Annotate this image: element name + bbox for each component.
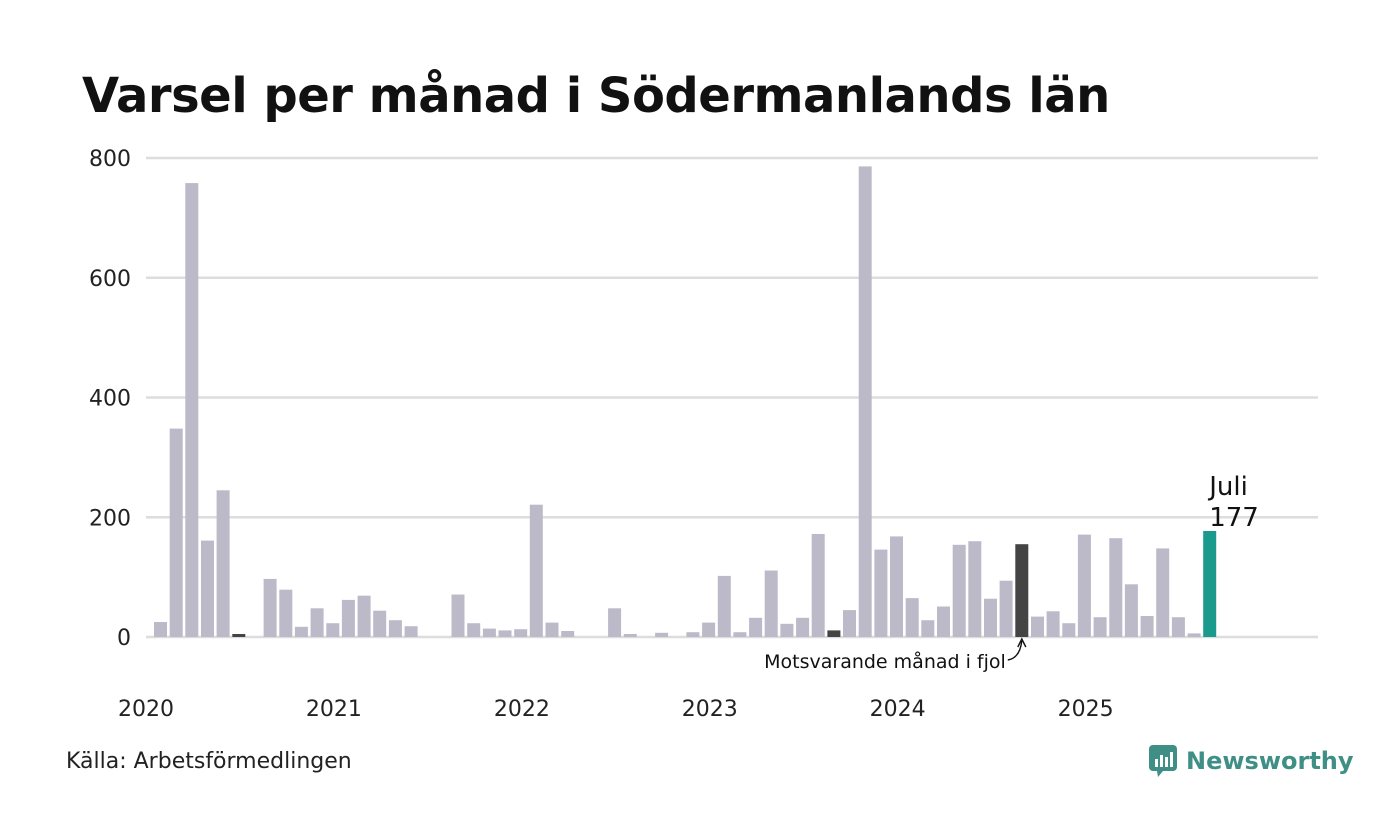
bar bbox=[937, 606, 950, 637]
bar-same-month bbox=[1015, 544, 1029, 637]
x-year-label-2022: 2022 bbox=[494, 697, 550, 722]
y-tick-label-200: 200 bbox=[89, 506, 131, 531]
bar bbox=[749, 617, 763, 637]
bar bbox=[154, 622, 167, 637]
annotation-arrow bbox=[1007, 640, 1023, 661]
bar bbox=[216, 490, 230, 637]
x-year-label-2021: 2021 bbox=[306, 697, 362, 722]
bar bbox=[1046, 611, 1060, 637]
bar bbox=[1171, 617, 1185, 637]
bar bbox=[952, 544, 966, 637]
bar bbox=[482, 628, 496, 637]
bar-latest bbox=[1203, 531, 1217, 637]
bar bbox=[1156, 548, 1170, 637]
bar bbox=[341, 599, 355, 637]
bar bbox=[185, 183, 199, 637]
bar bbox=[545, 622, 559, 637]
x-year-label-2020: 2020 bbox=[118, 697, 174, 722]
bar bbox=[796, 617, 810, 637]
bar bbox=[623, 634, 637, 637]
bar bbox=[1140, 616, 1154, 637]
bar bbox=[294, 626, 308, 637]
latest-month-label: Juli bbox=[1207, 472, 1248, 502]
x-year-label-2024: 2024 bbox=[870, 697, 926, 722]
bar bbox=[968, 541, 982, 637]
bar bbox=[357, 595, 371, 637]
bar bbox=[608, 608, 622, 637]
bar bbox=[702, 622, 716, 637]
bar bbox=[764, 570, 778, 637]
gridlines bbox=[146, 156, 1318, 639]
chart-title: Varsel per månad i Södermanlands län bbox=[82, 68, 1110, 124]
bar bbox=[467, 623, 481, 637]
bar bbox=[999, 580, 1013, 637]
y-tick-label-400: 400 bbox=[89, 387, 131, 412]
annotation-same-month-last-year: Motsvarande månad i fjol bbox=[764, 650, 1006, 673]
bar bbox=[874, 549, 888, 637]
bar-same-month bbox=[827, 630, 841, 637]
bar-same-month bbox=[232, 634, 246, 637]
bar bbox=[1187, 633, 1201, 637]
x-year-label-2023: 2023 bbox=[682, 697, 738, 722]
bar bbox=[529, 504, 543, 637]
bar bbox=[169, 428, 183, 637]
bar bbox=[514, 629, 528, 637]
brand-name: Newsworthy bbox=[1186, 747, 1354, 775]
bar bbox=[279, 589, 293, 637]
bar bbox=[686, 632, 700, 637]
bar bbox=[201, 540, 214, 637]
bar bbox=[561, 631, 575, 637]
bar bbox=[404, 626, 418, 637]
newsworthy-logo-icon bbox=[1149, 745, 1177, 777]
y-tick-label-600: 600 bbox=[89, 267, 131, 292]
bar bbox=[326, 623, 340, 637]
bar bbox=[890, 536, 903, 637]
bar bbox=[1124, 584, 1138, 637]
y-tick-label-800: 800 bbox=[89, 147, 131, 172]
bar bbox=[655, 632, 669, 637]
bar bbox=[733, 632, 747, 637]
bar bbox=[921, 620, 935, 637]
x-year-label-2025: 2025 bbox=[1058, 697, 1114, 722]
bar bbox=[717, 575, 731, 637]
bar bbox=[451, 594, 465, 637]
bar bbox=[858, 166, 872, 637]
y-tick-label-0: 0 bbox=[117, 626, 131, 651]
bar bbox=[263, 578, 277, 637]
bar bbox=[1031, 616, 1044, 637]
bar bbox=[811, 534, 825, 637]
source-note: Källa: Arbetsförmedlingen bbox=[66, 749, 352, 774]
bars bbox=[154, 166, 1217, 637]
bar bbox=[843, 610, 856, 637]
annotation-arrowhead bbox=[1017, 637, 1027, 648]
bar bbox=[310, 608, 324, 637]
bar bbox=[1093, 617, 1107, 637]
bar bbox=[1077, 534, 1091, 637]
bar bbox=[388, 620, 402, 637]
bar bbox=[1062, 623, 1076, 637]
x-axis-year-labels: 2020 2021 2022 2023 2024 2025 bbox=[118, 697, 1114, 722]
bar bbox=[905, 598, 919, 637]
bar bbox=[1109, 538, 1123, 637]
bar bbox=[498, 630, 512, 637]
y-axis-tick-labels: 0 200 400 600 800 bbox=[89, 147, 131, 651]
bar bbox=[780, 623, 794, 637]
bar bbox=[984, 598, 997, 637]
latest-value-label: 177 bbox=[1209, 503, 1259, 533]
bar bbox=[373, 610, 387, 637]
brand-logo[interactable]: Newsworthy bbox=[1148, 744, 1354, 778]
